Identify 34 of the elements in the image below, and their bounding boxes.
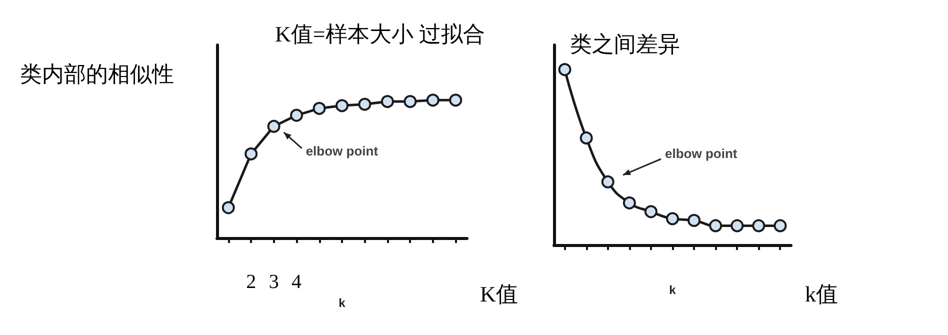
point [449, 94, 462, 107]
point [666, 212, 679, 226]
point [358, 98, 372, 111]
point [244, 147, 258, 160]
chart-title: K值=样本大小 过拟合 [275, 22, 485, 46]
text: K值 [480, 282, 518, 306]
x-tick-label: 3 [268, 271, 279, 293]
annotation: elbow point [306, 143, 379, 158]
point [644, 205, 658, 218]
annotation: elbow point [665, 146, 738, 161]
x-axis-title: k [669, 282, 676, 297]
point [404, 95, 417, 108]
point [336, 99, 348, 112]
point [622, 196, 636, 210]
y-axis-title: 类之间差异 [570, 32, 680, 56]
point [312, 102, 326, 115]
x-tick-label: 4 [292, 271, 302, 293]
point [730, 219, 744, 232]
point [426, 94, 440, 107]
point [267, 120, 280, 133]
point [709, 219, 722, 232]
point [222, 201, 235, 214]
x-tick-label: 2 [246, 271, 256, 293]
point [601, 175, 614, 188]
text: k值 [805, 282, 838, 306]
point [580, 131, 593, 144]
point [752, 219, 766, 232]
point [774, 219, 787, 232]
point [290, 108, 304, 122]
point [558, 63, 572, 76]
y-axis-title: 类内部的相似性 [20, 62, 174, 86]
point [380, 95, 394, 108]
x-axis-title: k [338, 296, 346, 310]
point [688, 214, 701, 227]
